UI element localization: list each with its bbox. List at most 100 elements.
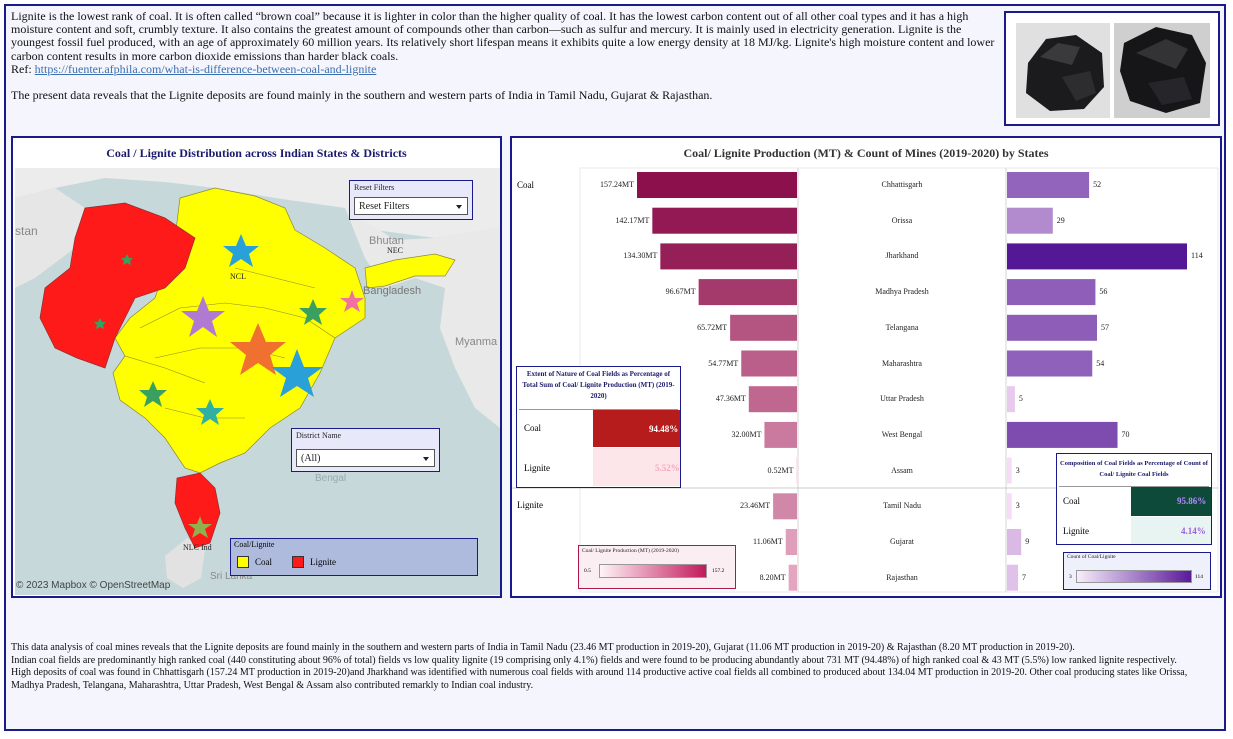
production-bar[interactable] bbox=[764, 421, 797, 448]
nature-row-lignite-label: Lignite bbox=[524, 463, 550, 473]
count-bar[interactable] bbox=[1007, 350, 1093, 377]
production-bar[interactable] bbox=[785, 529, 797, 555]
legend-lignite-swatch[interactable] bbox=[292, 556, 304, 568]
count-bar[interactable] bbox=[1007, 421, 1118, 448]
reset-filters-dropdown[interactable]: Reset Filters bbox=[354, 197, 468, 215]
production-bar[interactable] bbox=[698, 279, 797, 306]
composition-percentage-box: Composition of Coal Fields as Percentage… bbox=[1056, 453, 1212, 545]
reset-filters-value: Reset Filters bbox=[359, 201, 410, 212]
production-bar[interactable] bbox=[748, 386, 797, 413]
production-bar[interactable] bbox=[788, 564, 797, 591]
map-star-mp[interactable] bbox=[181, 296, 225, 337]
summary-p1: This data analysis of coal mines reveals… bbox=[11, 642, 1075, 653]
map-star-maharashtra[interactable] bbox=[139, 381, 167, 407]
count-bar[interactable] bbox=[1007, 172, 1090, 198]
production-color-legend: Coal/ Lignite Production (MT) (2019-2020… bbox=[578, 545, 736, 589]
map-star-chhattisgarh[interactable] bbox=[230, 323, 286, 375]
production-value-label: 134.30MT bbox=[623, 251, 658, 261]
production-bar[interactable] bbox=[773, 493, 797, 520]
count-value-label: 7 bbox=[1022, 572, 1027, 582]
production-legend-title: Coal/ Lignite Production (MT) (2019-2020… bbox=[582, 548, 679, 554]
production-bar[interactable] bbox=[660, 243, 797, 270]
nature-percentage-box: Extent of Nature of Coal Fields as Perce… bbox=[516, 366, 681, 488]
count-legend-title: Count of Coal/Lignite bbox=[1067, 554, 1116, 560]
map-star-jharkhand[interactable] bbox=[299, 299, 327, 325]
production-bar[interactable] bbox=[796, 457, 797, 484]
map-star-orissa[interactable] bbox=[271, 349, 323, 397]
count-bar[interactable] bbox=[1007, 279, 1096, 306]
production-value-label: 11.06MT bbox=[753, 537, 783, 546]
nature-row-lignite-cell[interactable] bbox=[593, 448, 680, 486]
map-star-rajasthan[interactable] bbox=[121, 254, 133, 265]
map-star-gujarat[interactable] bbox=[94, 318, 106, 329]
composition-divider bbox=[1059, 486, 1209, 487]
ref-link[interactable]: https://fuenter.afphila.com/what-is-diff… bbox=[34, 61, 377, 76]
chart-title: Coal/ Lignite Production (MT) & Count of… bbox=[683, 146, 1049, 160]
count-legend-gradient bbox=[1076, 570, 1192, 583]
production-bar[interactable] bbox=[730, 314, 797, 341]
production-value-label: 8.20MT bbox=[759, 572, 786, 582]
map-place-myanmar: Myanma bbox=[455, 336, 498, 348]
map-star-telangana[interactable] bbox=[196, 399, 224, 425]
district-name-filter: District Name (All) bbox=[291, 428, 440, 472]
composition-row-coal-value: 95.86% bbox=[1177, 496, 1207, 506]
production-legend-min: 0.5 bbox=[584, 568, 591, 574]
ref-label: Ref: bbox=[11, 61, 35, 76]
composition-row-lignite-label: Lignite bbox=[1063, 526, 1089, 536]
india-map[interactable]: stan Bhutan Bangladesh Myanma Bengal Sri… bbox=[15, 168, 500, 595]
count-bar[interactable] bbox=[1007, 386, 1015, 413]
map-place-bangladesh: Bangladesh bbox=[363, 285, 422, 297]
composition-row-lignite-cell[interactable] bbox=[1131, 517, 1211, 544]
state-label: Gujarat bbox=[890, 537, 914, 546]
state-label: Telangana bbox=[885, 322, 919, 332]
composition-row-coal-cell[interactable] bbox=[1131, 487, 1211, 516]
district-name-dropdown[interactable]: (All) bbox=[296, 449, 435, 467]
production-value-label: 23.46MT bbox=[740, 501, 771, 511]
composition-row-lignite-value: 4.14% bbox=[1181, 526, 1206, 536]
count-bar[interactable] bbox=[1007, 457, 1012, 484]
state-label: Chhattisgarh bbox=[881, 180, 923, 189]
count-value-label: 9 bbox=[1025, 537, 1030, 546]
state-label: Tamil Nadu bbox=[883, 501, 921, 511]
state-label: West Bengal bbox=[881, 429, 923, 439]
coal-lignite-legend: Coal/Lignite Coal Lignite bbox=[230, 538, 478, 576]
state-label: Jharkhand bbox=[885, 251, 919, 261]
count-legend-min: 3 bbox=[1069, 574, 1072, 580]
legend-title: Coal/Lignite bbox=[234, 540, 275, 549]
count-bar[interactable] bbox=[1007, 529, 1022, 555]
map-star-ncl[interactable] bbox=[223, 234, 259, 267]
nature-row-lignite-value: 5.52% bbox=[655, 463, 680, 473]
state-label: Assam bbox=[891, 465, 913, 475]
group-label-lignite: Lignite bbox=[517, 500, 543, 510]
count-legend-max: 114 bbox=[1195, 574, 1204, 580]
legend-coal-swatch[interactable] bbox=[237, 556, 249, 568]
lignite-photo-image bbox=[1016, 23, 1210, 118]
count-bar[interactable] bbox=[1007, 207, 1053, 234]
count-bar[interactable] bbox=[1007, 493, 1012, 520]
map-star-tamilnadu[interactable] bbox=[188, 516, 212, 538]
count-bar[interactable] bbox=[1007, 564, 1019, 591]
count-value-label: 114 bbox=[1191, 251, 1203, 261]
map-place-stan: stan bbox=[15, 224, 38, 238]
production-value-label: 157.24MT bbox=[600, 180, 634, 189]
map-place-bhutan: Bhutan bbox=[369, 235, 404, 247]
production-value-label: 32.00MT bbox=[731, 429, 762, 439]
count-value-label: 5 bbox=[1018, 394, 1023, 404]
legend-coal-label: Coal bbox=[255, 557, 272, 567]
count-value-label: 57 bbox=[1101, 322, 1109, 332]
map-star-wb[interactable] bbox=[340, 290, 364, 312]
count-bar[interactable] bbox=[1007, 243, 1187, 270]
nature-row-coal-cell[interactable] bbox=[593, 410, 680, 447]
chevron-down-icon bbox=[423, 457, 429, 461]
production-bar[interactable] bbox=[637, 172, 797, 198]
reset-filters-label: Reset Filters bbox=[354, 183, 395, 192]
production-bar[interactable] bbox=[741, 350, 797, 377]
composition-title: Composition of Coal Fields as Percentage… bbox=[1060, 460, 1208, 478]
production-value-label: 47.36MT bbox=[715, 394, 746, 404]
nature-row-coal-label: Coal bbox=[524, 423, 541, 433]
state-label: Maharashtra bbox=[882, 358, 922, 368]
count-value-label: 54 bbox=[1096, 358, 1105, 368]
production-bar[interactable] bbox=[652, 207, 797, 234]
count-value-label: 29 bbox=[1056, 215, 1065, 225]
count-bar[interactable] bbox=[1007, 314, 1097, 341]
